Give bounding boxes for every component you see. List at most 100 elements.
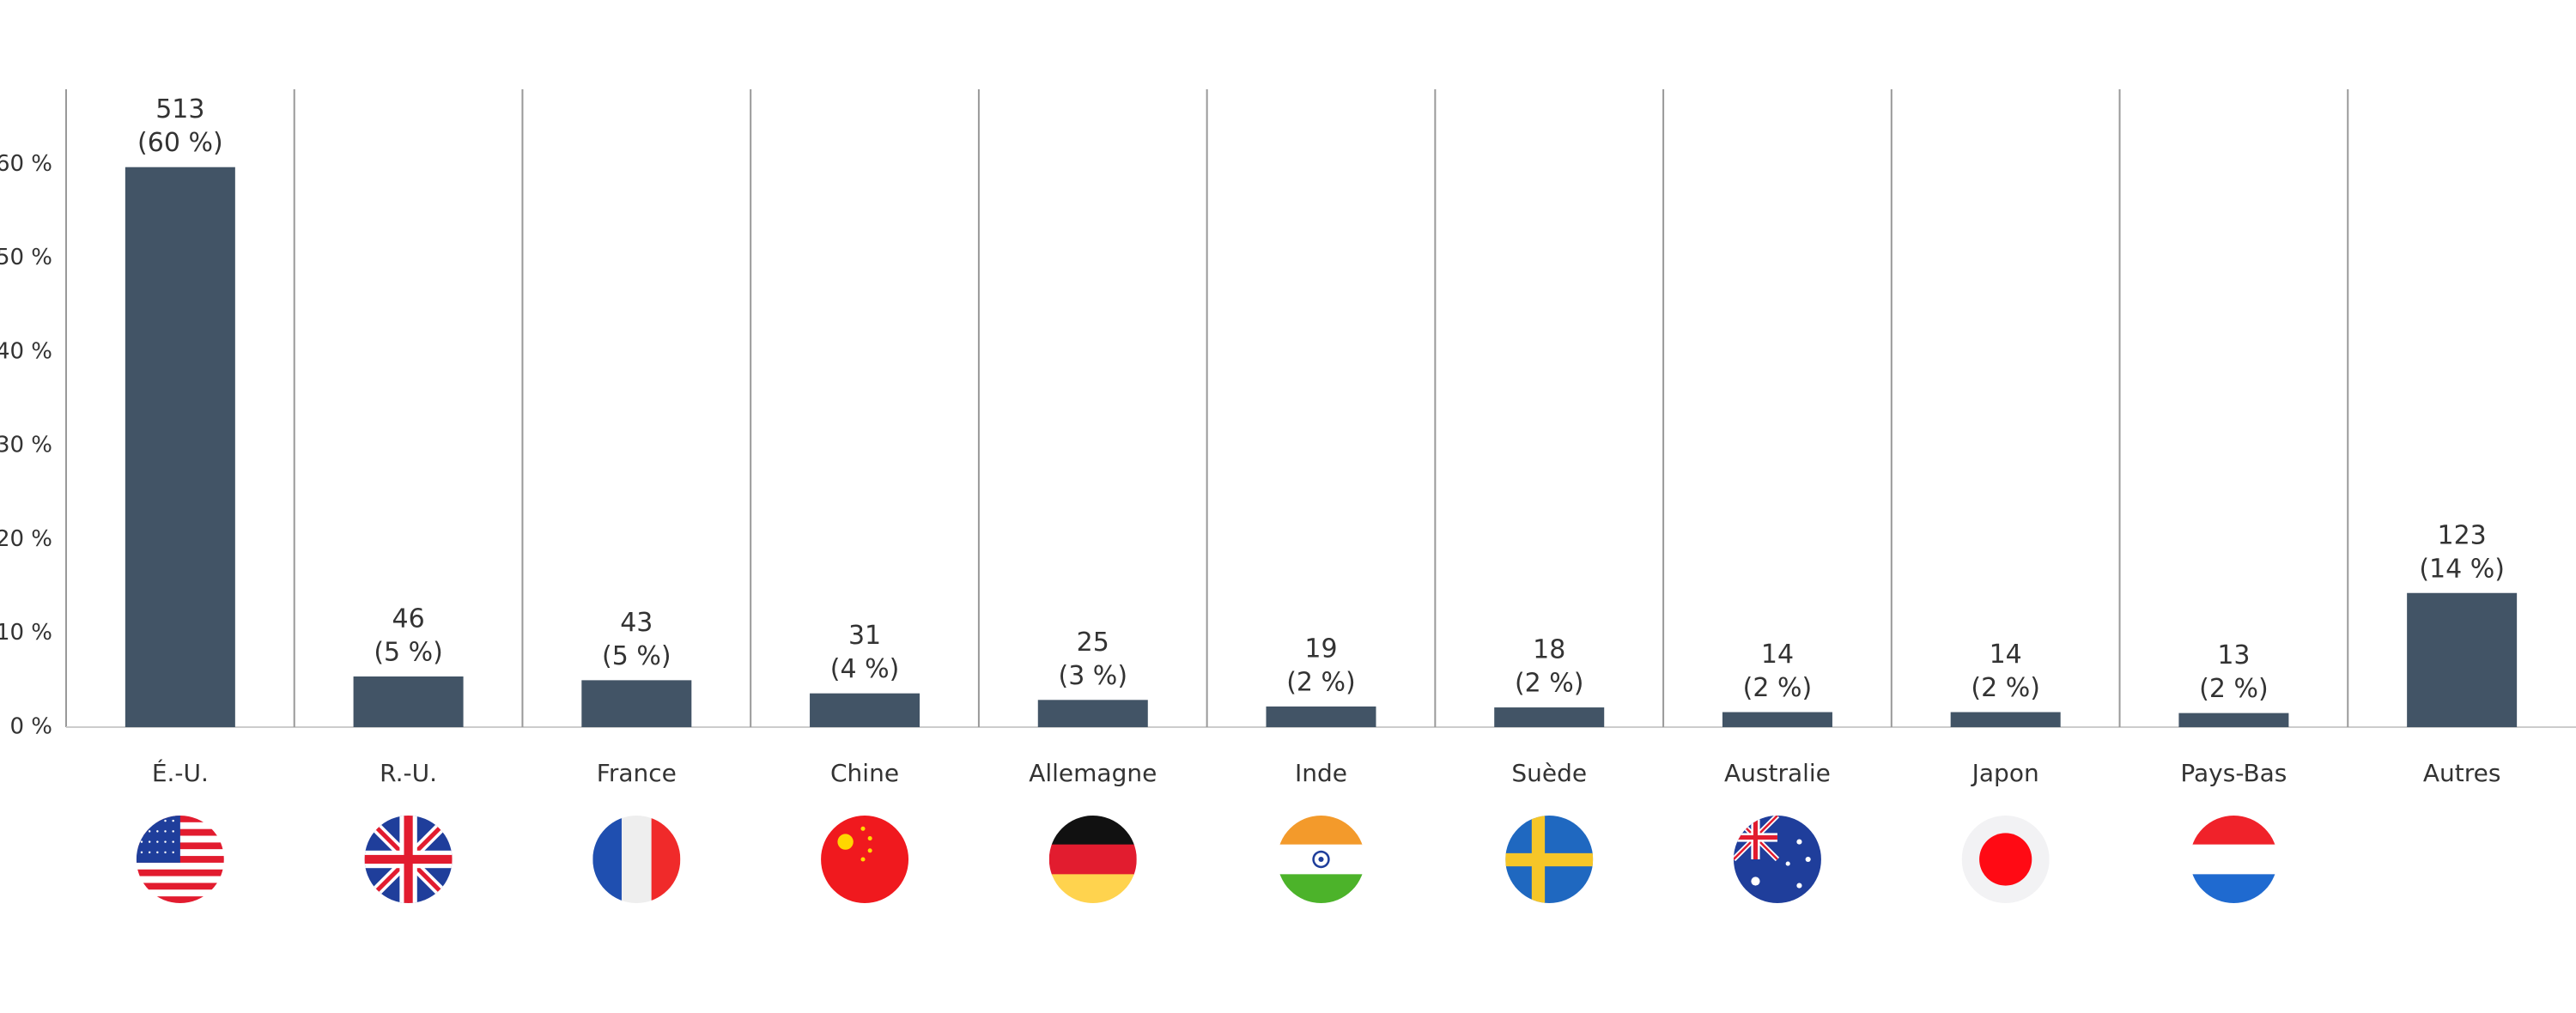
flag-part <box>2190 816 2278 846</box>
value-label: (5 %) <box>374 637 443 667</box>
flag <box>821 816 909 903</box>
value-label: (2 %) <box>1515 669 1584 699</box>
flag <box>1505 816 1594 903</box>
flag-part <box>1979 833 2032 886</box>
value-label: (2 %) <box>1971 673 2040 703</box>
x-tick-label: Japon <box>1971 759 2039 787</box>
flag <box>1048 816 1137 903</box>
y-tick-label: 20 % <box>0 526 52 552</box>
flag-part <box>1805 856 1811 863</box>
flag-part <box>860 857 866 862</box>
flag-part <box>2190 844 2278 876</box>
flag-part <box>1796 839 1802 845</box>
flag-part <box>136 862 224 870</box>
flag-part <box>172 851 174 854</box>
flag-part <box>1751 877 1760 886</box>
flag-part <box>1048 874 1137 903</box>
flag-part <box>140 851 143 854</box>
flag-part <box>1048 844 1137 876</box>
value-count: 25 <box>1077 628 1109 658</box>
flag <box>136 816 224 903</box>
value-count: 123 <box>2438 520 2487 550</box>
value-count: 46 <box>392 604 424 634</box>
bar <box>810 693 920 727</box>
x-tick-label: Inde <box>1295 759 1347 787</box>
flag-part <box>172 819 174 822</box>
flag-part <box>621 816 653 903</box>
flag-part <box>156 830 159 833</box>
flag-part <box>164 819 167 822</box>
x-tick-label: Allemagne <box>1029 759 1157 787</box>
flag-part <box>148 840 151 843</box>
value-label: (14 %) <box>2419 554 2505 584</box>
x-tick-label: France <box>597 759 677 787</box>
flag-part <box>1733 834 1777 840</box>
y-tick-label: 50 % <box>0 245 52 270</box>
flag <box>592 816 681 903</box>
x-tick-label: Chine <box>830 759 899 787</box>
flag-part <box>2190 874 2278 903</box>
y-tick-label: 60 % <box>0 151 52 177</box>
value-label: (5 %) <box>602 641 671 671</box>
bar <box>2407 592 2518 727</box>
flag-part <box>837 834 854 850</box>
bar <box>125 167 235 728</box>
flag-part <box>148 830 151 833</box>
bar <box>353 676 464 727</box>
flag-part <box>164 851 167 854</box>
flag-part <box>1277 816 1365 846</box>
flag <box>1277 816 1365 903</box>
y-tick-label: 0 % <box>9 714 52 740</box>
value-label: (2 %) <box>1743 673 1813 703</box>
value-label: (2 %) <box>1286 667 1356 697</box>
flag-part <box>164 830 167 833</box>
value-count: 14 <box>1990 640 2022 670</box>
value-label: (2 %) <box>2199 674 2269 704</box>
flag <box>364 816 453 903</box>
flag-part <box>140 840 143 843</box>
flag-part <box>1785 861 1790 866</box>
flag-part <box>148 819 151 822</box>
bar <box>1266 706 1376 727</box>
bar <box>581 680 692 727</box>
flag-part <box>140 830 143 833</box>
value-count: 13 <box>2217 640 2250 670</box>
flag-part <box>860 826 866 831</box>
value-count: 18 <box>1533 635 1565 665</box>
flag-part <box>136 889 224 897</box>
flag-part <box>164 840 167 843</box>
flag-part <box>136 816 180 863</box>
flag <box>1733 816 1821 903</box>
value-label: (60 %) <box>137 128 223 158</box>
flag-part <box>172 830 174 833</box>
flag-part <box>140 819 143 822</box>
value-label: (4 %) <box>830 654 900 684</box>
flag-part <box>592 816 623 903</box>
flag-part <box>136 896 224 903</box>
y-tick-label: 40 % <box>0 338 52 364</box>
bar <box>1950 712 2061 727</box>
x-tick-label: É.-U. <box>152 758 209 787</box>
value-count: 19 <box>1304 634 1337 664</box>
flag-part <box>136 883 224 890</box>
value-label: (3 %) <box>1058 661 1127 691</box>
flag-part <box>651 816 681 903</box>
flag-part <box>364 854 453 864</box>
flag-part <box>867 835 872 841</box>
flag-part <box>148 851 151 854</box>
value-count: 14 <box>1761 640 1794 670</box>
y-tick-label: 30 % <box>0 433 52 458</box>
flag-part <box>156 851 159 854</box>
flag-part <box>1048 816 1137 846</box>
value-count: 513 <box>155 94 204 124</box>
y-tick-label: 10 % <box>0 620 52 646</box>
flag-part <box>136 816 224 822</box>
x-tick-label: Pays-Bas <box>2180 759 2287 787</box>
flag-part <box>156 840 159 843</box>
flag-part <box>1277 874 1365 903</box>
x-tick-label: Suède <box>1511 759 1587 787</box>
flag-part <box>156 819 159 822</box>
bar <box>1722 712 1832 727</box>
bar <box>2178 713 2289 727</box>
